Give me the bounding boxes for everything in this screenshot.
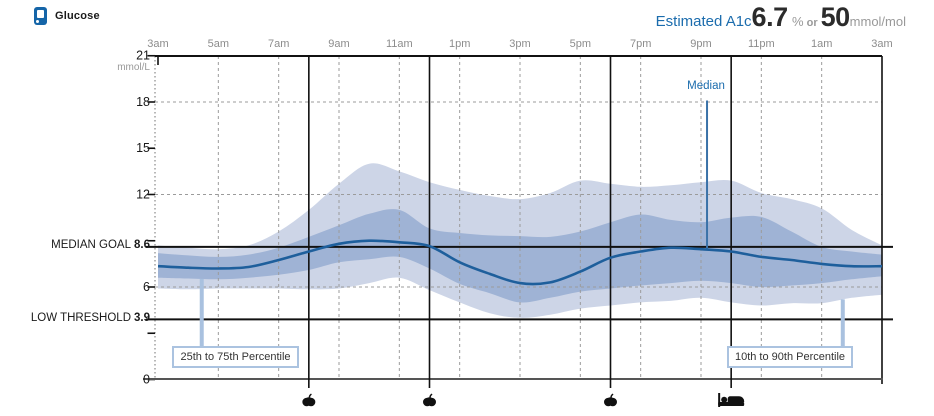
median-goal-line-label: MEDIAN GOAL 8.6 <box>0 239 150 251</box>
x-axis-label: 7pm <box>630 38 651 50</box>
median-goal-text: MEDIAN GOAL <box>51 239 131 251</box>
apple-icon <box>302 393 316 407</box>
estimated-a1c-readout: Estimated A1c6.7 % or 50mmol/mol <box>656 2 906 33</box>
x-axis-label: 5pm <box>570 38 591 50</box>
a1c-mmol-unit: mmol/mol <box>849 14 906 29</box>
a1c-percent-value: 6.7 <box>751 2 789 32</box>
x-axis-label: 9pm <box>690 38 711 50</box>
y-axis-label: 15 <box>136 141 150 155</box>
meter-button-dot <box>36 20 39 23</box>
low-threshold-line-label: LOW THRESHOLD 3.9 <box>0 312 150 324</box>
low-threshold-value: 3.9 <box>134 312 150 324</box>
percentile-10-90-legend: 10th to 90th Percentile <box>727 346 853 368</box>
y-axis-unit: mmol/L <box>117 62 150 73</box>
a1c-mmol-value: 50 <box>820 2 851 32</box>
x-axis-label: 9am <box>328 38 349 50</box>
bed-icon <box>718 393 745 407</box>
x-axis-label: 11am <box>386 38 413 50</box>
x-axis-label: 3pm <box>509 38 530 50</box>
x-axis-label: 7am <box>268 38 289 50</box>
apple-icon <box>604 393 617 407</box>
glucose-meter-icon <box>34 7 47 25</box>
glucose-section-header: Glucose <box>34 7 100 25</box>
y-axis-label: 12 <box>136 187 150 201</box>
median-curve <box>157 239 883 286</box>
y-axis-label: 21 <box>136 49 150 63</box>
y-axis-label: 6 <box>143 280 150 294</box>
percentile-25-75-legend: 25th to 75th Percentile <box>172 346 299 368</box>
x-axis-label: 11pm <box>748 38 775 50</box>
median-callout-label: Median <box>687 80 725 92</box>
a1c-or-text: or <box>806 17 818 29</box>
x-axis-label: 3am <box>147 38 168 50</box>
x-axis-label: 5am <box>208 38 229 50</box>
low-threshold-text: LOW THRESHOLD <box>30 312 131 324</box>
a1c-percent-unit: % <box>792 14 804 29</box>
estimated-a1c-label: Estimated A1c <box>655 13 752 30</box>
median-goal-value: 8.6 <box>134 239 150 251</box>
y-axis-label: 0 <box>143 373 150 387</box>
x-axis-label: 1pm <box>449 38 470 50</box>
x-axis-label: 1am <box>811 38 832 50</box>
glucose-section-title: Glucose <box>55 10 100 22</box>
y-axis-label: 18 <box>136 95 150 109</box>
x-axis-label: 3am <box>871 38 892 50</box>
meter-screen <box>37 10 44 18</box>
apple-icon <box>423 393 436 407</box>
